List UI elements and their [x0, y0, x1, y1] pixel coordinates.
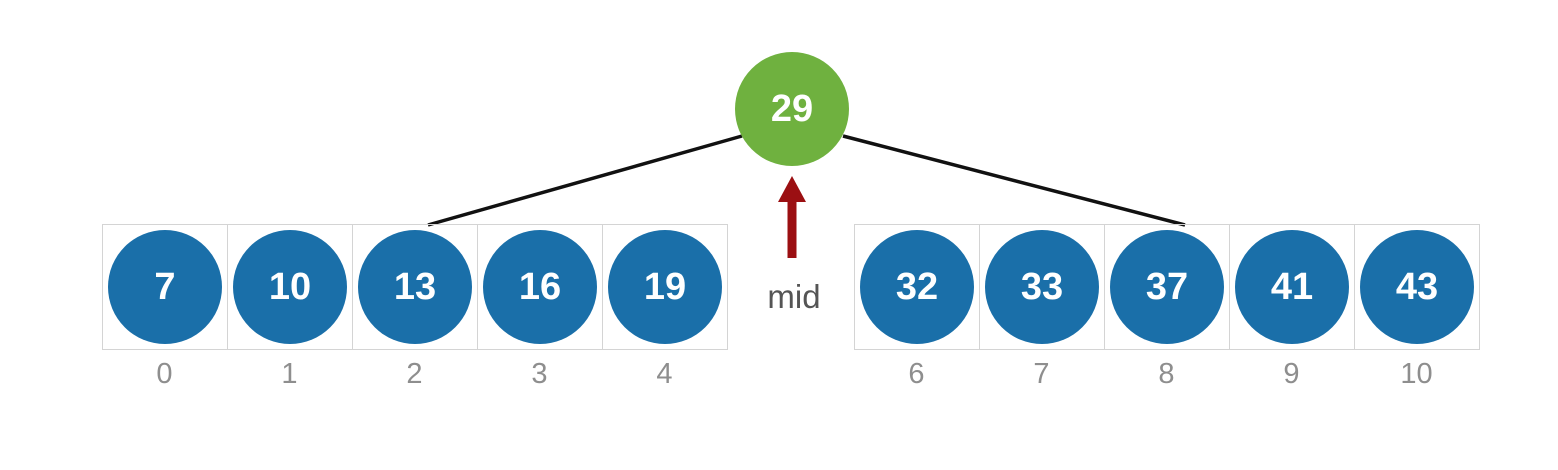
- array-node: 33: [985, 230, 1099, 344]
- right-subarray: 32 33 37 41 43: [854, 224, 1480, 350]
- array-cell: 41: [1230, 225, 1355, 349]
- array-node: 32: [860, 230, 974, 344]
- mid-arrow-icon: [778, 176, 806, 258]
- index-label: 8: [1158, 358, 1175, 390]
- node-value: 13: [393, 265, 437, 308]
- array-cell: 7: [103, 225, 228, 349]
- array-node: 16: [483, 230, 597, 344]
- root-node-value: 29: [770, 87, 814, 130]
- edge-root-to-right-child: [842, 134, 1186, 227]
- array-node: 7: [108, 230, 222, 344]
- array-node: 41: [1235, 230, 1349, 344]
- node-value: 19: [643, 265, 687, 308]
- mid-pointer-label: mid: [767, 278, 821, 315]
- left-subarray: 7 10 13 16 19: [102, 224, 728, 350]
- array-cell: 33: [980, 225, 1105, 349]
- node-value: 16: [518, 265, 562, 308]
- array-cell: 37: [1105, 225, 1230, 349]
- node-value: 41: [1270, 265, 1314, 308]
- node-value: 37: [1145, 265, 1189, 308]
- index-label: 0: [156, 358, 173, 390]
- root-node: 29: [735, 52, 849, 166]
- array-node: 10: [233, 230, 347, 344]
- array-node: 37: [1110, 230, 1224, 344]
- index-label: 3: [531, 358, 548, 390]
- array-cell: 19: [603, 225, 728, 349]
- index-label: 7: [1033, 358, 1050, 390]
- node-value: 43: [1395, 265, 1439, 308]
- array-cell: 10: [228, 225, 353, 349]
- node-value: 7: [154, 265, 176, 308]
- index-label: 6: [908, 358, 925, 390]
- array-cell: 43: [1355, 225, 1480, 349]
- index-label: 4: [656, 358, 673, 390]
- array-node: 13: [358, 230, 472, 344]
- index-label: 2: [406, 358, 423, 390]
- array-cell: 32: [855, 225, 980, 349]
- node-value: 32: [895, 265, 939, 308]
- array-node: 19: [608, 230, 722, 344]
- index-label: 9: [1283, 358, 1300, 390]
- node-value: 33: [1020, 265, 1064, 308]
- edge-root-to-left-child: [427, 134, 743, 227]
- array-cell: 16: [478, 225, 603, 349]
- array-node: 43: [1360, 230, 1474, 344]
- index-label: 1: [281, 358, 298, 390]
- index-label: 10: [1400, 358, 1433, 390]
- array-cell: 13: [353, 225, 478, 349]
- node-value: 10: [268, 265, 312, 308]
